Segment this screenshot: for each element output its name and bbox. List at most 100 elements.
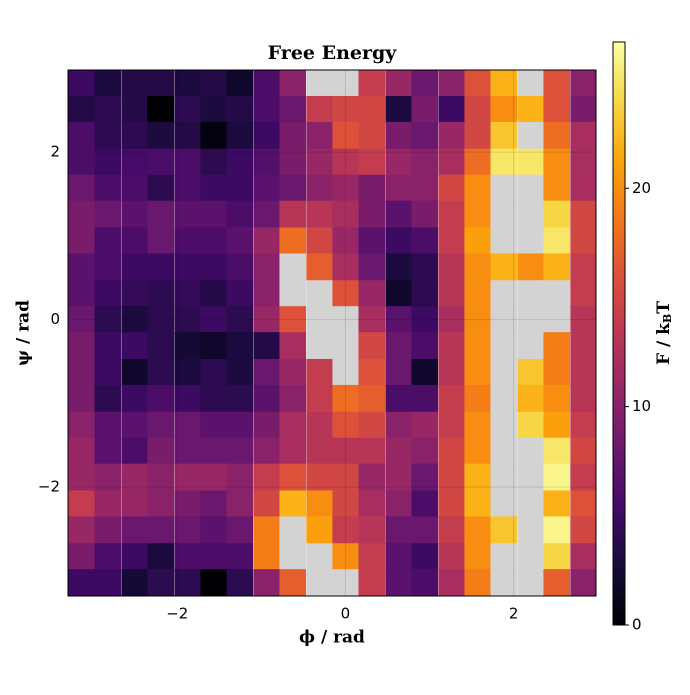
heatmap-cell [253, 253, 280, 281]
heatmap-cell [94, 358, 122, 387]
heatmap-cell [253, 332, 280, 360]
heatmap-cell [174, 437, 201, 465]
heatmap-cell [570, 516, 597, 544]
heatmap-cell [332, 148, 359, 177]
heatmap-cell [306, 384, 333, 413]
heatmap-cell [490, 70, 518, 97]
heatmap-cell [200, 516, 227, 544]
heatmap-cell [279, 280, 307, 308]
heatmap-cell [438, 569, 465, 597]
heatmap-cell [490, 95, 518, 124]
heatmap-cell [147, 569, 175, 597]
heatmap-cell [517, 227, 544, 255]
heatmap-cell [147, 516, 175, 544]
heatmap-cell [253, 280, 280, 308]
heatmap-cell [464, 384, 491, 413]
heatmap-cell [253, 569, 280, 597]
heatmap-cell [543, 227, 571, 255]
heatmap-cell [279, 569, 307, 597]
heatmap-cell [385, 358, 412, 387]
heatmap-cell [570, 411, 597, 440]
heatmap-cell [358, 358, 386, 387]
x-axis-label: ϕ / rad [299, 628, 365, 648]
heatmap-cell [411, 70, 439, 97]
heatmap-cell [306, 569, 333, 597]
heatmap-cell [464, 358, 491, 387]
heatmap-cell [517, 253, 544, 281]
heatmap-cell [121, 490, 148, 518]
heatmap-cell [438, 437, 465, 465]
heatmap-cell [543, 253, 571, 281]
heatmap-cell [490, 437, 518, 465]
heatmap-cell [332, 332, 359, 360]
heatmap-cell [147, 148, 175, 177]
heatmap-cell [68, 121, 95, 150]
heatmap-cell [279, 384, 307, 413]
heatmap-cell [253, 543, 280, 571]
heatmap-cell [517, 463, 544, 491]
heatmap-cell [385, 200, 412, 228]
heatmap-cell [147, 200, 175, 228]
heatmap-cell [543, 70, 571, 97]
heatmap-cell [68, 516, 95, 544]
heatmap-cell [226, 306, 254, 334]
heatmap-cell [174, 95, 201, 124]
heatmap-cell [94, 411, 122, 440]
heatmap-cell [94, 437, 122, 465]
heatmap-cell [358, 70, 386, 97]
heatmap-cell [121, 148, 148, 177]
heatmap-cell [200, 174, 227, 202]
heatmap-cell [570, 358, 597, 387]
heatmap-cell [438, 411, 465, 440]
heatmap-cell [411, 200, 439, 228]
heatmap-cell [411, 280, 439, 308]
heatmap-cell [438, 543, 465, 571]
heatmap-cell [174, 253, 201, 281]
heatmap-cell [332, 253, 359, 281]
heatmap-cell [200, 543, 227, 571]
heatmap-cell [543, 569, 571, 597]
heatmap-cell [174, 411, 201, 440]
heatmap-cell [306, 358, 333, 387]
heatmap-cell [570, 121, 597, 150]
heatmap-cell [121, 516, 148, 544]
heatmap-cell [570, 174, 597, 202]
heatmap-cell [121, 121, 148, 150]
heatmap-cell [306, 516, 333, 544]
heatmap-cell [490, 306, 518, 334]
heatmap-cell [517, 148, 544, 177]
heatmap-cell [253, 121, 280, 150]
heatmap-cell [385, 95, 412, 124]
heatmap-cell [464, 463, 491, 491]
heatmap-cell [174, 332, 201, 360]
heatmap-cell [253, 148, 280, 177]
heatmap-cell [94, 384, 122, 413]
heatmap-cell [94, 306, 122, 334]
heatmap-cell [517, 70, 544, 97]
heatmap-cell [517, 490, 544, 518]
heatmap-cell [543, 543, 571, 571]
heatmap-cell [358, 280, 386, 308]
heatmap-cell [438, 227, 465, 255]
heatmap-cell [411, 253, 439, 281]
heatmap-cell [543, 358, 571, 387]
heatmap-cell [438, 358, 465, 387]
heatmap-cell [174, 543, 201, 571]
heatmap-cell [358, 227, 386, 255]
heatmap-cell [332, 516, 359, 544]
heatmap-cell [517, 358, 544, 387]
heatmap-cell [543, 174, 571, 202]
heatmap-cell [174, 358, 201, 387]
heatmap-cell [226, 411, 254, 440]
heatmap-cell [543, 332, 571, 360]
heatmap-cell [68, 411, 95, 440]
heatmap-cell [306, 306, 333, 334]
heatmap-cell [517, 411, 544, 440]
heatmap-cell [490, 463, 518, 491]
heatmap-cell [332, 121, 359, 150]
heatmap-cell [226, 253, 254, 281]
heatmap-cell [147, 332, 175, 360]
heatmap-cell [490, 358, 518, 387]
heatmap-cell [253, 358, 280, 387]
heatmap-cell [226, 148, 254, 177]
